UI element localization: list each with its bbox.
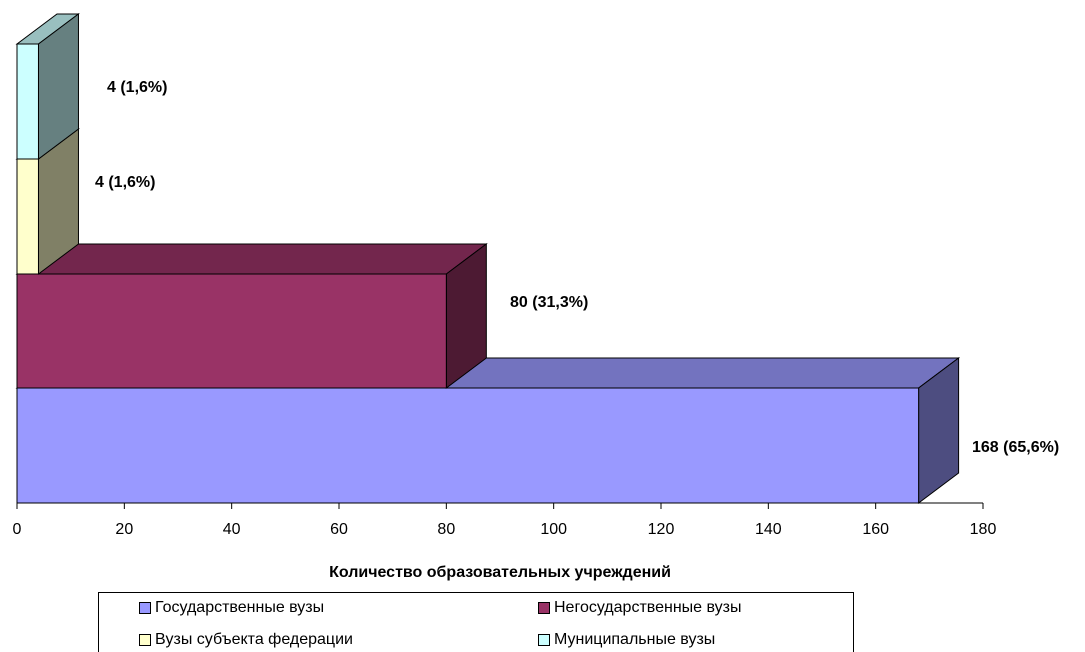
x-tick-label-160: 160 [862, 521, 889, 538]
x-tick-label-60: 60 [330, 521, 348, 538]
legend-item-regional: Вузы субъекта федерации [139, 631, 353, 649]
x-tick-label-100: 100 [540, 521, 567, 538]
data-label-municipal: 4 (1,6%) [107, 79, 167, 96]
x-axis-title: Количество образовательных учреждений [329, 564, 671, 581]
x-tick-label-20: 20 [115, 521, 133, 538]
bar-municipal [15, 13, 80, 160]
x-tick-label-40: 40 [223, 521, 241, 538]
x-tick-label-180: 180 [970, 521, 997, 538]
x-tick-label-0: 0 [13, 521, 22, 538]
bar-front-face-municipal [16, 43, 39, 160]
data-label-nongov: 80 (31,3%) [510, 294, 588, 311]
chart: 168 (65,6%) 80 (31,3%) 4 (1,6%) 4 (1,6%) 0 2… [13, 13, 1059, 581]
legend-item-nongov: Негосударственные вузы [538, 599, 741, 617]
bar-front-face-gov [16, 387, 920, 504]
legend-item-municipal: Муниципальные вузы [538, 631, 715, 649]
bar-front-face-regional [16, 158, 39, 275]
legend-label-municipal: Муниципальные вузы [554, 631, 716, 648]
legend-label-gov: Государственные вузы [155, 599, 325, 616]
legend: Государственные вузы Негосударственные в… [98, 592, 854, 652]
bar-front-face-nongov [16, 273, 447, 389]
bar-nongov [15, 243, 488, 389]
legend-swatch-regional [139, 634, 151, 646]
legend-swatch-municipal [538, 634, 550, 646]
bars-group: 168 (65,6%) 80 (31,3%) 4 (1,6%) 4 (1,6%) [15, 13, 1059, 504]
data-label-regional: 4 (1,6%) [95, 174, 155, 191]
x-tick-label-120: 120 [648, 521, 675, 538]
x-axis: 0 20 40 60 80 100 120 140 160 180 [13, 44, 997, 538]
legend-swatch-gov [139, 602, 151, 614]
x-tick-label-140: 140 [755, 521, 782, 538]
legend-label-regional: Вузы субъекта федерации [155, 631, 353, 648]
legend-label-nongov: Негосударственные вузы [554, 599, 742, 616]
bar-top-face-nongov [15, 243, 488, 275]
legend-item-gov: Государственные вузы [139, 599, 324, 617]
x-tick-label-80: 80 [437, 521, 455, 538]
data-label-gov: 168 (65,6%) [972, 439, 1059, 456]
legend-swatch-nongov [538, 602, 550, 614]
